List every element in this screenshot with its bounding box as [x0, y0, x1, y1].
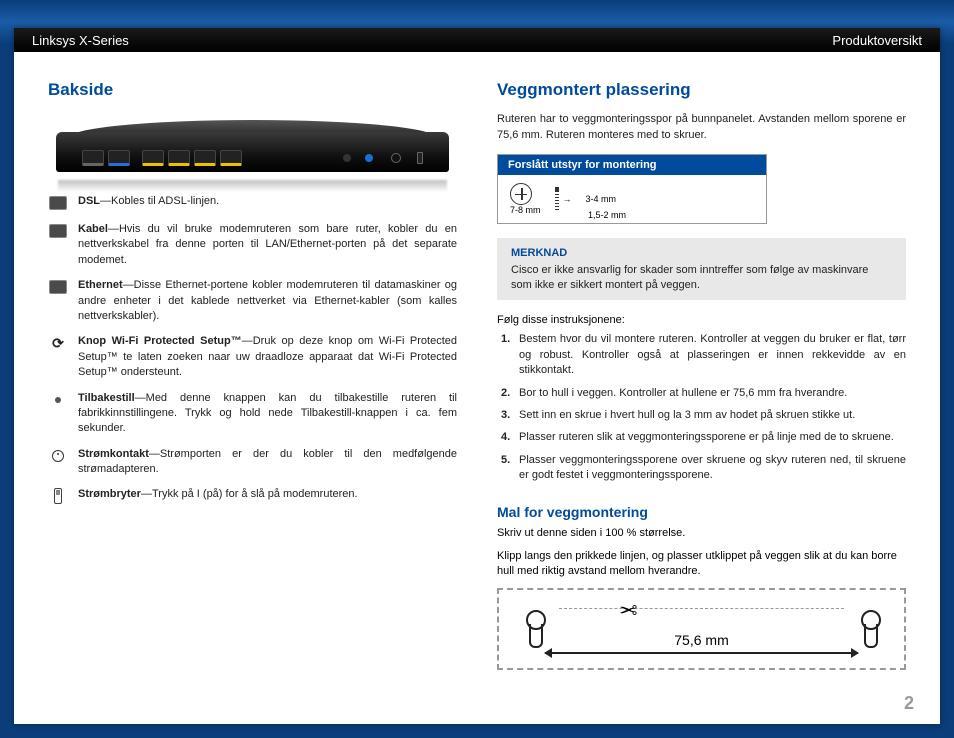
step-1: Bestem hvor du vil montere ruteren. Kont… [497, 332, 906, 378]
back-heading: Bakside [48, 80, 457, 100]
dim-1-5-2: 1,5-2 mm [588, 210, 626, 220]
feature-reset: Tilbakestill—Med denne knappen kan du ti… [48, 391, 457, 437]
page-number: 2 [904, 693, 914, 714]
template-text-2: Klipp langs den prikkede linjen, og plas… [497, 549, 906, 580]
instructions-intro: Følg disse instruksjonene: [497, 314, 906, 326]
dim-7-8: 7-8 mm [510, 205, 541, 215]
feature-ethernet: Ethernet—Disse Ethernet-portene kobler m… [48, 278, 457, 324]
header-left: Linksys X-Series [32, 33, 129, 48]
note-body: Cisco er ikke ansvarlig for skader som i… [511, 264, 868, 291]
wps-icon: ⟳ [48, 334, 68, 352]
screw-head-icon [510, 183, 532, 205]
port-icon [48, 194, 68, 212]
port-icon [48, 222, 68, 240]
template-text-1: Skriv ut denne siden i 100 % størrelse. [497, 526, 906, 541]
header-right: Produktoversikt [832, 33, 922, 48]
hardware-table-title: Forslått utstyr for montering [498, 155, 766, 175]
wallmount-heading: Veggmontert plassering [497, 80, 906, 100]
wallmount-template: ✂ 75,6 mm [497, 588, 906, 670]
steps-list: Bestem hvor du vil montere ruteren. Kont… [497, 332, 906, 483]
page-header: Linksys X-Series Produktoversikt [14, 28, 940, 52]
page-content: Bakside [14, 52, 940, 724]
note-title: MERKNAD [511, 246, 892, 261]
feature-wps: ⟳ Knop Wi-Fi Protected Setup™—Druk op de… [48, 334, 457, 380]
wallmount-intro: Ruteren har to veggmonteringsspor på bun… [497, 112, 906, 144]
router-back-image [48, 112, 457, 184]
scissors-icon: ✂ [619, 598, 637, 624]
feature-power-switch: Strømbryter—Trykk på I (på) for å slå på… [48, 487, 457, 505]
power-switch-icon [48, 487, 68, 505]
hardware-table: Forslått utstyr for montering 7-8 mm → 3… [497, 154, 767, 224]
template-heading: Mal for veggmontering [497, 504, 906, 520]
right-column: Veggmontert plassering Ruteren har to ve… [497, 80, 906, 706]
step-3: Sett inn en skrue i hvert hull og la 3 m… [497, 408, 906, 423]
step-2: Bor to hull i veggen. Kontroller at hull… [497, 386, 906, 401]
note-box: MERKNAD Cisco er ikke ansvarlig for skad… [497, 238, 906, 301]
dimension-label: 75,6 mm [499, 632, 904, 648]
dim-3-4: 3-4 mm [586, 194, 617, 204]
feature-cable: Kabel—Hvis du vil bruke modemruteren som… [48, 222, 457, 268]
dimension-arrow [545, 652, 858, 654]
feature-dsl: DSL—Kobles til ADSL-linjen. [48, 194, 457, 212]
step-4: Plasser ruteren slik at veggmonteringssp… [497, 430, 906, 445]
power-port-icon [48, 447, 68, 465]
feature-list: DSL—Kobles til ADSL-linjen. Kabel—Hvis d… [48, 194, 457, 505]
screw-side-icon: → [555, 187, 572, 211]
reset-icon [48, 391, 68, 409]
step-5: Plasser veggmonteringssporene over skrue… [497, 453, 906, 484]
left-column: Bakside [48, 80, 457, 706]
document-page: Linksys X-Series Produktoversikt Bakside [14, 28, 940, 724]
feature-power-port: Strømkontakt—Strømporten er der du koble… [48, 447, 457, 478]
port-icon [48, 278, 68, 296]
